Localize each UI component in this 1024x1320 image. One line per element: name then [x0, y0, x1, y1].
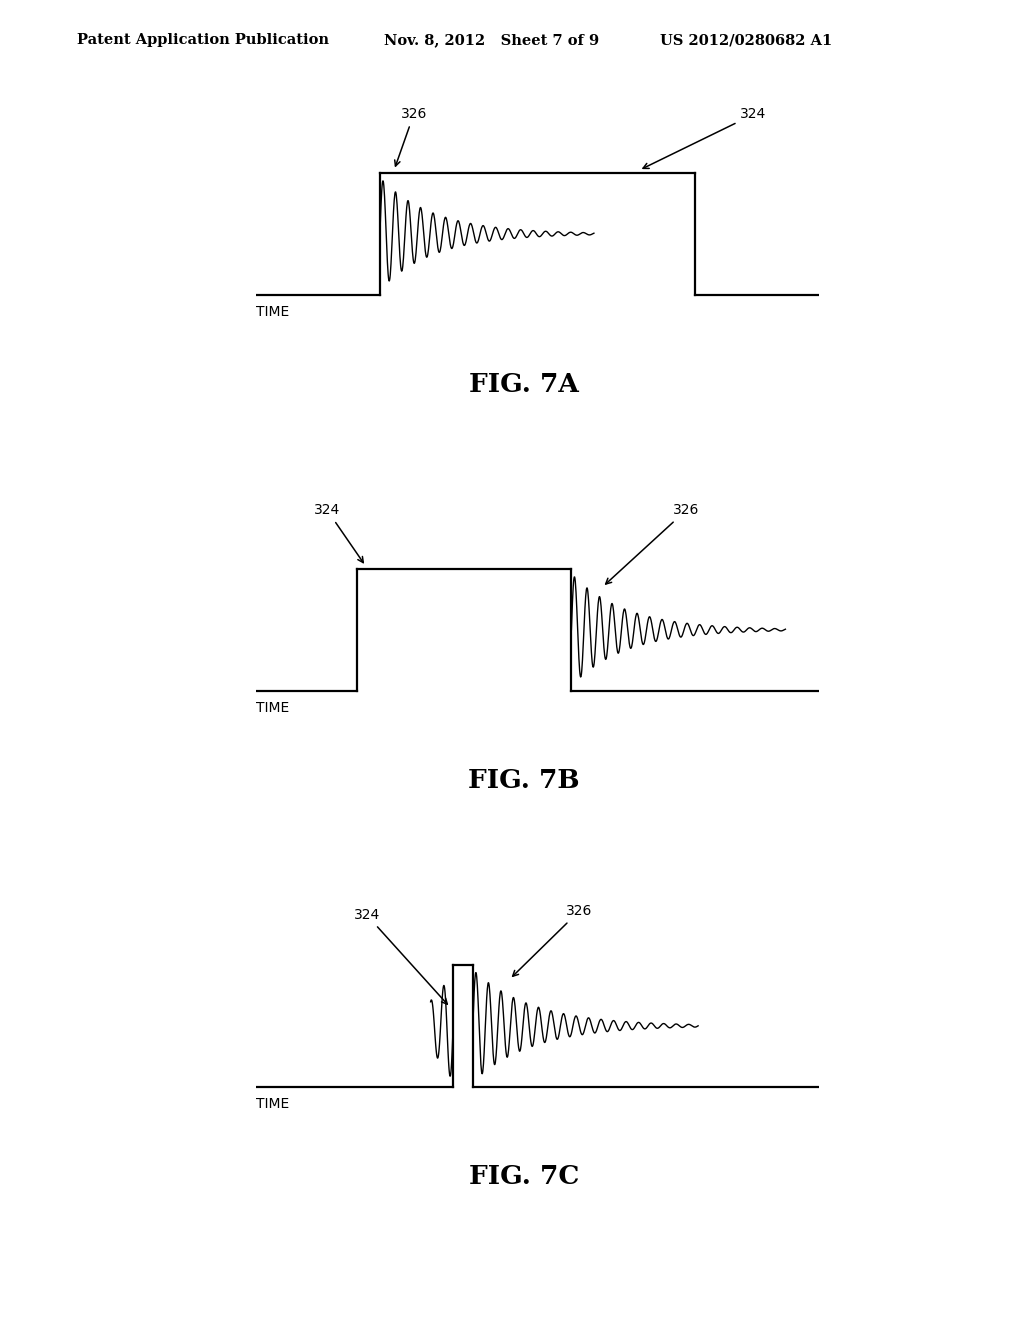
Text: Patent Application Publication: Patent Application Publication [77, 33, 329, 48]
Text: 324: 324 [643, 107, 767, 169]
Text: 326: 326 [513, 904, 592, 977]
Text: FIG. 7A: FIG. 7A [469, 372, 580, 397]
Text: FIG. 7C: FIG. 7C [469, 1164, 580, 1189]
Text: TIME: TIME [256, 1097, 289, 1110]
Text: 324: 324 [353, 908, 447, 1005]
Text: TIME: TIME [256, 701, 289, 714]
Text: 324: 324 [314, 503, 364, 562]
Text: 326: 326 [605, 503, 699, 583]
Text: FIG. 7B: FIG. 7B [468, 768, 581, 793]
Text: 326: 326 [394, 107, 427, 166]
Text: Nov. 8, 2012   Sheet 7 of 9: Nov. 8, 2012 Sheet 7 of 9 [384, 33, 599, 48]
Text: TIME: TIME [256, 305, 289, 318]
Text: US 2012/0280682 A1: US 2012/0280682 A1 [660, 33, 833, 48]
